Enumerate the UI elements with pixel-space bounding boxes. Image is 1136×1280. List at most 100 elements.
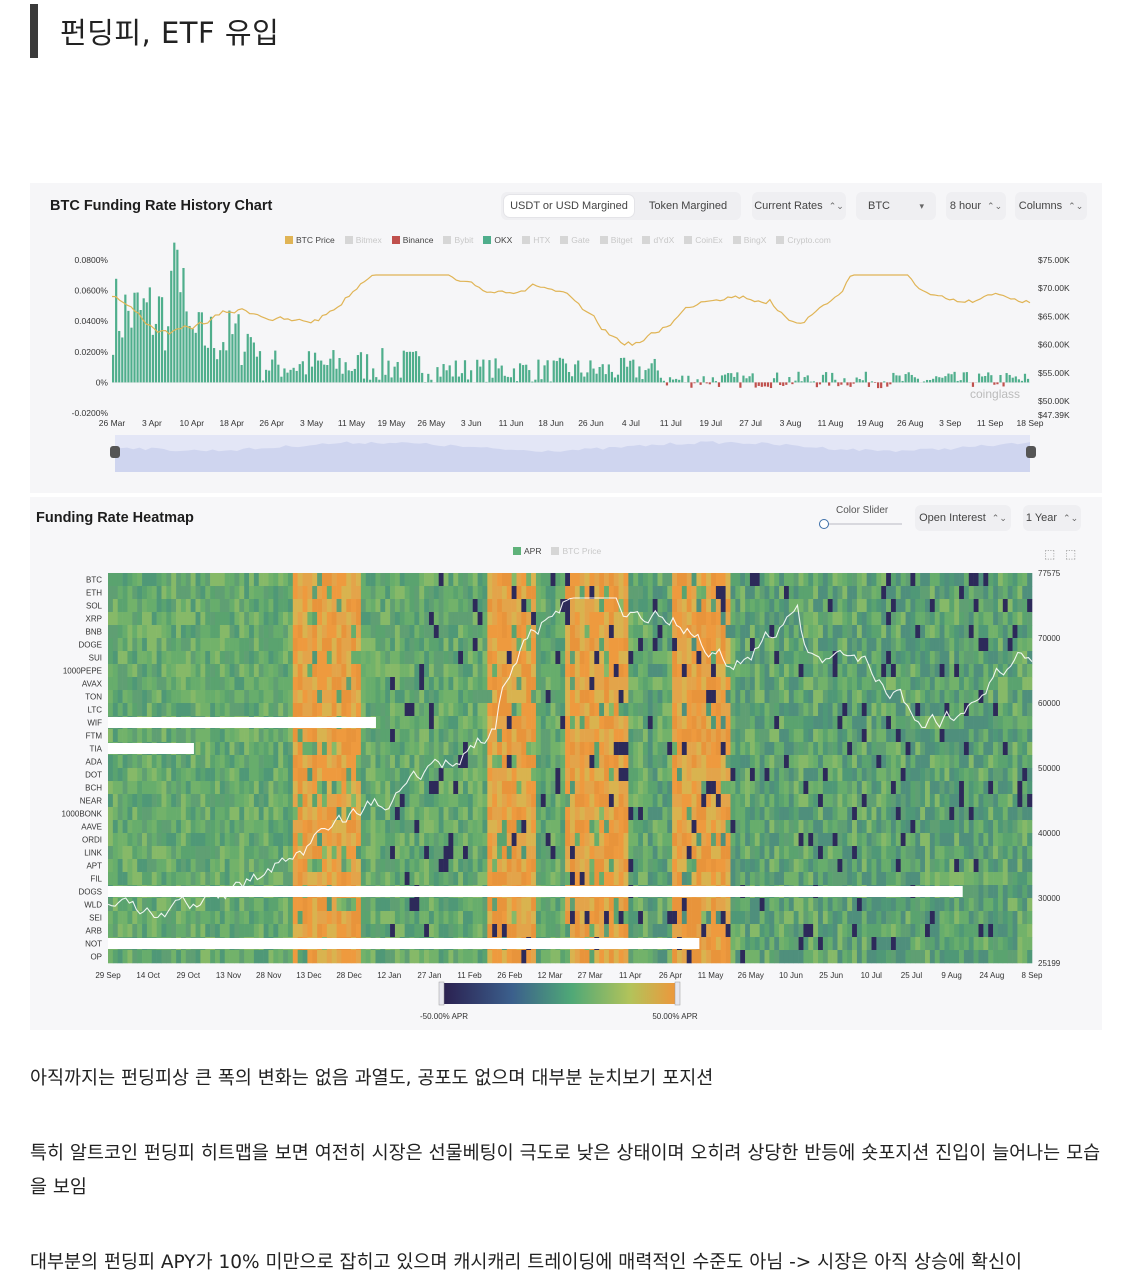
heatmap-cell	[453, 781, 459, 795]
heatmap-cell	[501, 950, 508, 964]
heatmap-cell	[686, 729, 692, 743]
heatmap-cell	[579, 573, 585, 587]
heatmap-cell	[137, 664, 143, 678]
download-icon[interactable]: ⬚	[1065, 547, 1077, 561]
heatmap-cell	[176, 820, 182, 834]
heatmap-cell	[676, 807, 683, 821]
heatmap-cell	[409, 599, 415, 613]
legend-item[interactable]: BTC Price	[285, 235, 335, 245]
heatmap-cell	[608, 612, 615, 626]
heatmap-cell	[715, 950, 722, 964]
heatmap-cell	[326, 729, 333, 743]
legend-item[interactable]: CoinEx	[684, 235, 723, 245]
heatmap-cell	[331, 768, 337, 782]
heatmap-cell	[263, 729, 269, 743]
heatmap-cell	[526, 846, 532, 860]
heatmap-cell	[696, 690, 702, 704]
rates-select[interactable]: Current Rates ⌃⌄	[752, 192, 846, 220]
heatmap-cell	[740, 599, 746, 613]
heatmap-cell	[176, 846, 182, 860]
heatmap-cell	[302, 898, 308, 912]
legend-item[interactable]: Bitget	[599, 235, 632, 245]
range-select[interactable]: 1 Year ⌃⌄	[1023, 505, 1081, 531]
heatmap-cell	[492, 924, 498, 938]
heatmap-cell	[715, 703, 722, 717]
heatmap-cell	[589, 573, 595, 587]
legend-item[interactable]: Bybit	[443, 235, 473, 245]
heatmap-cell	[676, 742, 683, 756]
heatmap-cell	[608, 690, 615, 704]
heatmap-cell	[676, 638, 683, 652]
heatmap-cell	[769, 599, 775, 613]
heatmap-cell	[642, 820, 649, 834]
legend-item[interactable]: Crypto.com	[776, 235, 831, 245]
heatmap-cell	[419, 651, 425, 665]
heatmap-cell	[132, 781, 138, 795]
heatmap-cell	[521, 612, 527, 626]
zoom-reset-icon[interactable]: ⬚	[1044, 547, 1056, 561]
heatmap-cell	[156, 833, 162, 847]
heatmap-cell	[803, 599, 809, 613]
metric-select[interactable]: Open Interest ⌃⌄	[915, 505, 1011, 531]
heatmap-cell	[263, 924, 269, 938]
heatmap-cell	[754, 638, 760, 652]
heatmap-cell	[117, 820, 123, 834]
legend-item[interactable]: dYdX	[642, 235, 674, 245]
funding-bar	[623, 357, 626, 383]
heatmap-cell	[341, 846, 347, 860]
chart-type-select[interactable]: Columns ⌃⌄	[1015, 192, 1087, 220]
heatmap-cell	[380, 599, 386, 613]
heatmap-cell	[497, 625, 503, 639]
heatmap-cell	[628, 820, 634, 834]
legend-item[interactable]: BingX	[732, 235, 766, 245]
color-slider-handle[interactable]	[819, 519, 829, 529]
heatmap-cell	[720, 911, 726, 925]
heatmap-cell	[599, 651, 605, 665]
legend-item[interactable]: Binance	[391, 235, 433, 245]
legend-item[interactable]: Bitmex	[344, 235, 382, 245]
legend-item[interactable]: OKX	[483, 235, 512, 245]
legend-item[interactable]: APR	[513, 546, 541, 556]
heatmap-cell	[584, 703, 590, 717]
funding-bar	[323, 364, 326, 383]
heatmap-cell	[545, 872, 551, 886]
tab-token-margined[interactable]: Token Margined	[648, 200, 728, 212]
heatmap-cell	[219, 833, 226, 847]
heatmap-cell	[497, 729, 503, 743]
heatmap-cell	[346, 690, 352, 704]
legend-label: dYdX	[653, 235, 675, 245]
heatmap-cell	[764, 625, 770, 639]
heatmap-cell	[686, 612, 692, 626]
heatmap-cell	[725, 820, 731, 834]
heatmap-cell	[788, 690, 795, 704]
heatmap-cell	[385, 755, 391, 769]
navigator-left-handle[interactable]	[110, 446, 120, 458]
heatmap-cell	[783, 911, 790, 925]
heatmap-cell	[171, 586, 177, 600]
legend-item[interactable]: BTC Price	[551, 546, 601, 556]
symbol-select[interactable]: BTC ▾	[856, 192, 936, 220]
heatmap-cell	[613, 664, 619, 678]
color-slider-track[interactable]	[822, 523, 902, 525]
legend-item[interactable]: HTX	[522, 235, 550, 245]
heatmap-cell	[652, 703, 658, 717]
heatmap-cell	[146, 768, 153, 782]
heatmap-cell	[837, 729, 843, 743]
heatmap-cell	[681, 716, 688, 730]
x-axis-label: 11 Sep	[977, 418, 1004, 428]
tab-usdt-margined[interactable]: USDT or USD Margined	[504, 195, 634, 217]
heatmap-cell	[132, 690, 138, 704]
heatmap-cell	[433, 859, 439, 873]
funding-bar	[543, 365, 546, 383]
heatmap-cell	[594, 768, 600, 782]
heatmap-cell	[759, 703, 765, 717]
funding-bar	[558, 357, 561, 383]
heatmap-cell	[715, 911, 722, 925]
interval-select[interactable]: 8 hour ⌃⌄	[946, 192, 1006, 220]
legend-item[interactable]: Gate	[560, 235, 590, 245]
heatmap-cell	[604, 872, 610, 886]
heatmap-cell	[336, 586, 342, 600]
heatmap-cell	[283, 729, 289, 743]
heatmap-cell	[142, 924, 148, 938]
navigator-right-handle[interactable]	[1026, 446, 1036, 458]
